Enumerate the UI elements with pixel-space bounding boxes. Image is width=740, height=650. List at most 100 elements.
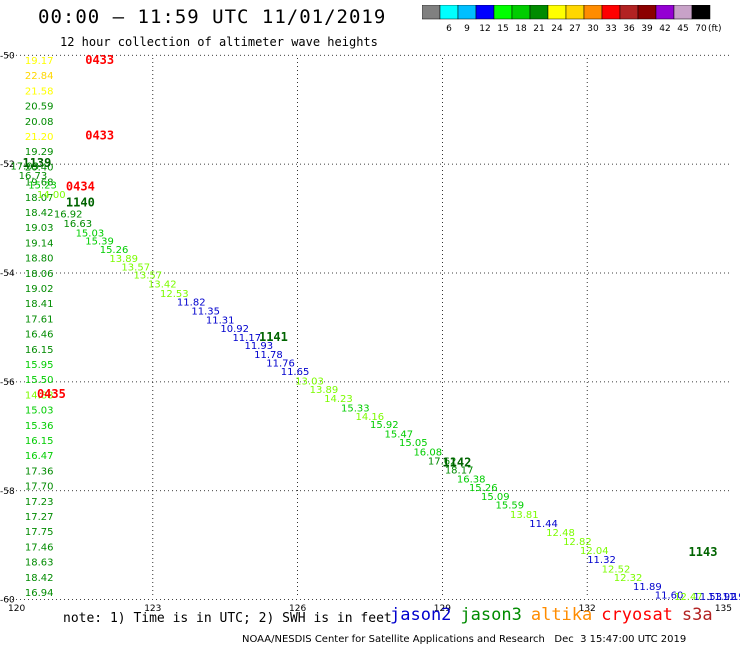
scale-label: 30 xyxy=(587,24,599,34)
pass-time-label: 0435 xyxy=(37,387,66,401)
scale-label: 27 xyxy=(569,24,580,34)
wave-height-value: 11.35 xyxy=(732,592,740,603)
pass-time-label: 0434 xyxy=(66,179,95,193)
scale-unit: (ft) xyxy=(708,24,722,34)
wave-height-value: 18.41 xyxy=(25,299,54,310)
wave-height-value: 18.80 xyxy=(25,254,54,265)
lon-label: 123 xyxy=(144,604,161,614)
wave-height-value: 12.52 xyxy=(602,564,631,575)
satellite-legend: jason2 jason3 altika cryosat s3a xyxy=(390,605,722,625)
wave-height-value: 11.82 xyxy=(177,298,206,309)
lon-label: 135 xyxy=(715,604,732,614)
wave-height-value: 18.42 xyxy=(25,208,54,219)
legend-item-jason2: jason2 xyxy=(390,605,452,625)
wave-height-value: 19.02 xyxy=(25,284,54,295)
scale-label: 12 xyxy=(479,24,490,34)
scale-label: 45 xyxy=(677,24,688,34)
wave-height-value: 15.09 xyxy=(481,492,510,503)
wave-height-value: 16.94 xyxy=(25,588,54,599)
wave-height-value: 17.27 xyxy=(25,512,54,523)
wave-height-value: 12.82 xyxy=(563,537,592,548)
wave-height-value: 16.73 xyxy=(19,171,48,182)
legend-item-jason3: jason3 xyxy=(460,605,522,625)
scale-label: 18 xyxy=(515,24,527,34)
wave-height-value: 17.62 xyxy=(428,457,457,468)
wave-height-value: 11.96 xyxy=(722,592,740,603)
scale-label: 21 xyxy=(533,24,544,34)
wave-height-value: 18.42 xyxy=(25,573,54,584)
lon-label: 126 xyxy=(289,604,306,614)
wave-height-value: 13.57 xyxy=(133,270,162,281)
wave-height-value: 15.92 xyxy=(370,420,399,431)
wave-height-value: 16.63 xyxy=(64,219,93,230)
wave-height-value: 19.29 xyxy=(25,147,54,158)
pass-time-label: 1141 xyxy=(259,330,288,344)
pass-time-label: 1142 xyxy=(442,455,471,469)
wave-height-value: 15.03 xyxy=(25,406,54,417)
scale-label: 42 xyxy=(659,24,670,34)
pass-time-label: 1143 xyxy=(689,545,718,559)
wave-height-value: 12.48 xyxy=(546,528,575,539)
scale-label: 6 xyxy=(446,24,452,34)
wave-height-value: 21.58 xyxy=(25,86,54,97)
wave-height-value: 15.23 xyxy=(28,181,57,192)
wave-height-value: 18.07 xyxy=(25,193,54,204)
wave-height-value: 20.08 xyxy=(25,117,54,128)
wave-height-value: 13.81 xyxy=(510,510,539,521)
wave-height-value: 16.38 xyxy=(457,475,486,486)
wave-height-value: 15.26 xyxy=(469,483,498,494)
wave-height-value: 11.89 xyxy=(633,582,662,593)
wave-height-value: 16.08 xyxy=(413,447,442,458)
wave-height-value: 13.42 xyxy=(148,280,177,291)
wave-height-value: 11.53 xyxy=(693,592,722,603)
legend-item-cryosat: cryosat xyxy=(601,605,673,625)
wave-height-value: 11.31 xyxy=(206,316,235,327)
wave-height-value: 13.03 xyxy=(295,377,324,388)
scale-label: 33 xyxy=(605,24,616,34)
scale-label: 24 xyxy=(551,24,563,34)
wave-height-value: 11.65 xyxy=(281,367,310,378)
page-title: 00:00 – 11:59 UTC 11/01/2019 xyxy=(38,6,387,28)
lon-label: 120 xyxy=(8,604,25,614)
wave-height-value: 16.47 xyxy=(25,451,54,462)
wave-height-value: 13.89 xyxy=(109,254,138,265)
lon-label: 129 xyxy=(434,604,451,614)
wave-height-value: 19.68 xyxy=(25,178,54,189)
wave-height-value: 19.14 xyxy=(25,238,54,249)
footer-credit: NOAA/NESDIS Center for Satellite Applica… xyxy=(242,634,687,645)
wave-height-value: 11.44 xyxy=(529,519,558,530)
wave-height-value: 17.61 xyxy=(25,314,54,325)
wave-height-value: 20.59 xyxy=(25,102,54,113)
wave-height-value: 14.88 xyxy=(25,390,54,401)
wave-height-value: 21.20 xyxy=(25,132,54,143)
wave-height-value: 15.05 xyxy=(399,438,428,449)
lat-label: -50 xyxy=(0,51,15,61)
lat-label: -60 xyxy=(0,596,15,606)
wave-height-value: 17.70 xyxy=(25,482,54,493)
wave-height-value: 13.57 xyxy=(121,262,150,273)
pass-time-label: 1139 xyxy=(22,156,51,170)
wave-height-value: 15.95 xyxy=(25,360,54,371)
wave-height-value: 11.93 xyxy=(245,341,274,352)
wave-height-value: 17.36 xyxy=(25,466,54,477)
wave-height-value: 12.47 xyxy=(674,592,703,603)
wave-height-value: 17.23 xyxy=(25,497,54,508)
lat-label: -54 xyxy=(0,269,15,279)
wave-height-value: 19.03 xyxy=(25,223,54,234)
scale-label: 39 xyxy=(641,24,653,34)
wave-height-value: 11.78 xyxy=(254,350,283,361)
legend-item-altika: altika xyxy=(530,605,593,625)
wave-height-value: 17.03 xyxy=(10,162,39,173)
wave-height-value: 18.06 xyxy=(25,269,54,280)
wave-height-value: 15.50 xyxy=(25,375,54,386)
wave-height-value: 11.76 xyxy=(266,359,295,370)
pass-time-label: 0433 xyxy=(85,129,114,143)
wave-height-value: 14.00 xyxy=(37,190,66,201)
wave-height-value: 11.92 xyxy=(708,592,737,603)
scale-label: 36 xyxy=(623,24,635,34)
wave-height-value: 12.32 xyxy=(614,573,643,584)
wave-height-value: 10.92 xyxy=(220,324,249,335)
wave-height-value: 16.15 xyxy=(25,436,54,447)
wave-height-value: 22.84 xyxy=(25,71,54,82)
footer-note: note: 1) Time is in UTC; 2) SWH is in fe… xyxy=(63,611,392,626)
